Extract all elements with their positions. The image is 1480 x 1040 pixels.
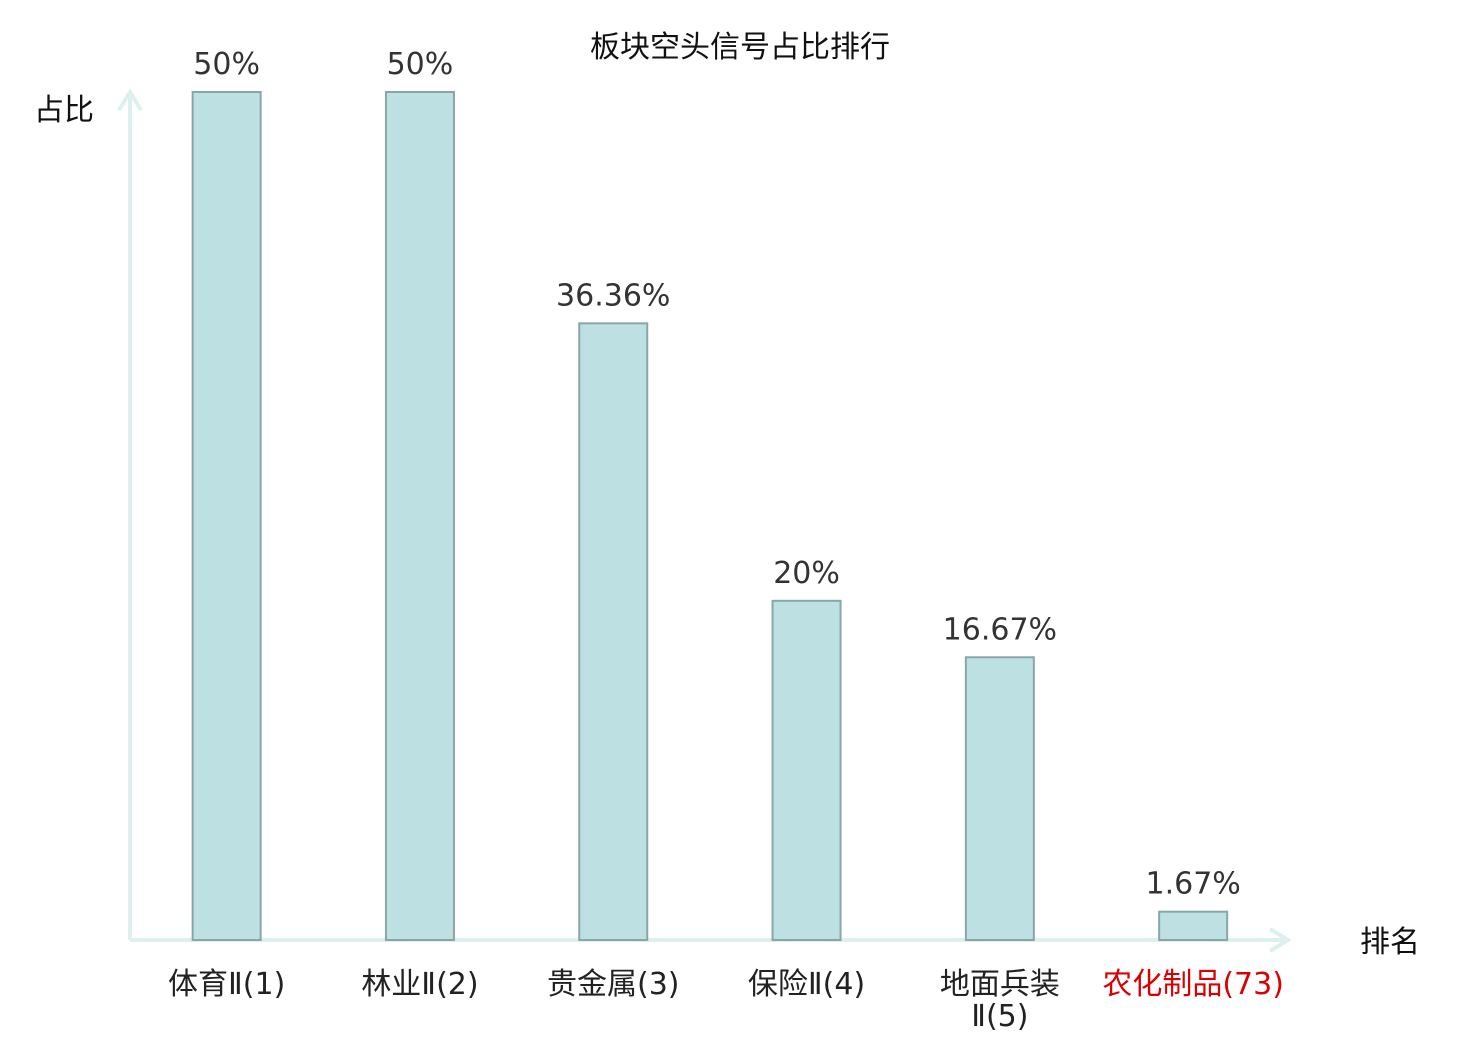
- bar-6: [1158, 910, 1229, 942]
- category-label-1: 体育Ⅱ(1): [168, 967, 285, 1002]
- value-label-5: 16.67%: [943, 612, 1057, 647]
- value-label-4: 20%: [773, 556, 840, 591]
- chart-title: 板块空头信号占比排行: [590, 30, 890, 65]
- value-label-3: 36.36%: [556, 278, 670, 313]
- y-axis-arrow: [117, 88, 143, 112]
- bar-5: [964, 656, 1035, 941]
- bar-4: [771, 599, 842, 941]
- axes: 占比 排名: [34, 88, 1420, 960]
- value-label-6: 1.67%: [1145, 867, 1240, 902]
- x-axis-label: 排名: [1360, 925, 1420, 960]
- category-label-4: 保险Ⅱ(4): [748, 967, 865, 1002]
- bar-2: [384, 91, 455, 941]
- bar-3: [578, 322, 649, 941]
- bar-1: [191, 91, 262, 941]
- category-label-5-line2: Ⅱ(5): [971, 999, 1028, 1034]
- bars-group: [191, 91, 1229, 942]
- value-label-1: 50%: [193, 47, 260, 82]
- category-label-3: 贵金属(3): [547, 967, 680, 1002]
- y-axis-label: 占比: [34, 93, 94, 128]
- value-label-2: 50%: [387, 47, 454, 82]
- category-label-5: 地面兵装: [940, 967, 1060, 1002]
- value-labels-group: 50% 50% 36.36% 20% 16.67% 1.67%: [193, 47, 1241, 902]
- category-label-2: 林业Ⅱ(2): [361, 967, 478, 1002]
- x-axis-arrow: [1268, 927, 1292, 953]
- category-label-6: 农化制品(73): [1102, 967, 1284, 1002]
